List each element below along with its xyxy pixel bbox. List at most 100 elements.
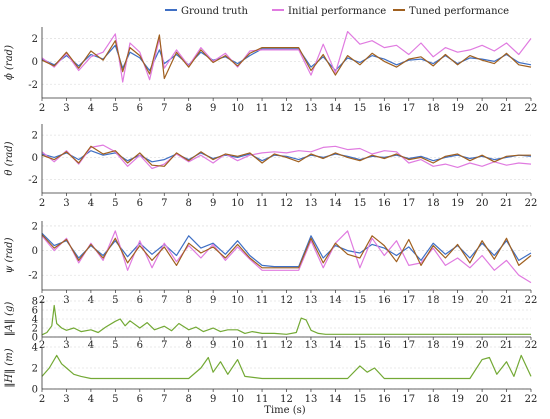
series-line — [41, 145, 531, 167]
y-tick-label: 4 — [32, 315, 38, 326]
x-tick-label: 12 — [280, 340, 293, 351]
x-tick-label: 6 — [137, 103, 143, 114]
x-tick-label: 2 — [39, 340, 45, 351]
x-tick-label: 20 — [476, 198, 489, 209]
x-tick-label: 18 — [427, 198, 440, 209]
x-tick-label: 3 — [63, 198, 69, 209]
x-tick-label: 22 — [525, 198, 538, 209]
legend-label: Initial performance — [288, 6, 386, 17]
legend-label: Ground truth — [181, 6, 249, 17]
legend-entry: Tuned performance — [393, 6, 509, 17]
x-tick-label: 12 — [280, 103, 293, 114]
x-axis-label: Time (s) — [264, 405, 305, 416]
x-tick-label: 20 — [476, 394, 489, 405]
x-tick-label: 9 — [210, 295, 216, 306]
x-tick-label: 20 — [476, 340, 489, 351]
x-tick-label: 21 — [500, 198, 513, 209]
x-tick-label: 11 — [256, 295, 269, 306]
x-tick-label: 8 — [186, 103, 192, 114]
x-tick-label: 4 — [88, 340, 94, 351]
x-tick-label: 3 — [63, 394, 69, 405]
series-line — [41, 230, 532, 284]
y-tick-label: 0 — [32, 246, 38, 257]
y-tick-label: 0 — [32, 153, 38, 164]
x-tick-label: 5 — [112, 295, 118, 306]
x-tick-label: 22 — [525, 103, 538, 114]
x-tick-label: 6 — [137, 198, 143, 209]
x-tick-label: 17 — [402, 103, 415, 114]
x-tick-label: 9 — [210, 103, 216, 114]
y-tick-label: -2 — [28, 80, 38, 91]
x-tick-label: 5 — [112, 340, 118, 351]
x-tick-label: 22 — [525, 340, 538, 351]
series-line — [41, 31, 532, 83]
x-tick-label: 12 — [280, 394, 293, 405]
legend-label: Tuned performance — [409, 6, 509, 17]
series-line — [41, 44, 532, 72]
x-tick-label: 15 — [353, 340, 366, 351]
x-tick-label: 5 — [112, 394, 118, 405]
x-tick-label: 6 — [137, 295, 143, 306]
x-tick-label: 19 — [451, 295, 464, 306]
y-tick-label: 0 — [32, 385, 38, 396]
x-tick-label: 19 — [451, 394, 464, 405]
y-tick-label: 2 — [32, 34, 38, 45]
series-line — [41, 144, 532, 170]
x-tick-label: 8 — [186, 295, 192, 306]
x-tick-label: 10 — [231, 340, 244, 351]
x-tick-label: 10 — [231, 295, 244, 306]
x-tick-label: 11 — [256, 198, 269, 209]
x-tick-label: 13 — [305, 198, 318, 209]
x-tick-label: 14 — [329, 340, 342, 351]
y-tick-label: 6 — [32, 306, 38, 317]
y-tick-label: 0 — [32, 57, 38, 68]
x-tick-label: 13 — [305, 394, 318, 405]
x-tick-label: 9 — [210, 340, 216, 351]
y-tick-label: 0 — [32, 333, 38, 344]
x-tick-label: 17 — [402, 198, 415, 209]
y-axis-label: ϕ (rad) — [4, 45, 15, 80]
x-tick-label: 13 — [305, 295, 318, 306]
x-tick-label: 11 — [256, 394, 269, 405]
x-tick-label: 18 — [427, 103, 440, 114]
x-tick-label: 15 — [353, 198, 366, 209]
y-tick-label: 8 — [32, 297, 38, 308]
x-tick-label: 18 — [427, 394, 440, 405]
x-tick-label: 3 — [63, 103, 69, 114]
x-tick-label: 20 — [476, 295, 489, 306]
x-tick-label: 19 — [451, 103, 464, 114]
x-tick-label: 13 — [305, 340, 318, 351]
x-tick-label: 18 — [427, 340, 440, 351]
legend: Ground truth Initial performance Tuned per… — [165, 6, 509, 17]
x-tick-label: 14 — [329, 198, 342, 209]
y-axis-label: θ (rad) — [4, 141, 15, 175]
x-tick-label: 21 — [500, 394, 513, 405]
x-tick-label: 10 — [231, 198, 244, 209]
x-tick-label: 4 — [88, 394, 94, 405]
x-tick-label: 13 — [305, 103, 318, 114]
y-axis-label: ψ (rad) — [4, 237, 15, 273]
x-tick-label: 18 — [427, 295, 440, 306]
y-tick-label: 4 — [32, 343, 38, 354]
x-tick-label: 2 — [39, 198, 45, 209]
x-tick-label: 16 — [378, 394, 391, 405]
x-tick-label: 7 — [161, 340, 167, 351]
x-tick-label: 8 — [186, 394, 192, 405]
x-tick-label: 6 — [137, 394, 143, 405]
x-tick-label: 5 — [112, 103, 118, 114]
x-tick-label: 7 — [161, 198, 167, 209]
x-tick-label: 21 — [500, 340, 513, 351]
x-tick-label: 16 — [378, 198, 391, 209]
series-line — [41, 234, 532, 269]
x-tick-label: 17 — [402, 340, 415, 351]
series-line — [41, 34, 532, 80]
x-tick-label: 4 — [88, 103, 94, 114]
x-tick-label: 16 — [378, 103, 391, 114]
x-tick-label: 19 — [451, 340, 464, 351]
x-tick-label: 15 — [353, 394, 366, 405]
y-tick-label: 2 — [32, 324, 38, 335]
